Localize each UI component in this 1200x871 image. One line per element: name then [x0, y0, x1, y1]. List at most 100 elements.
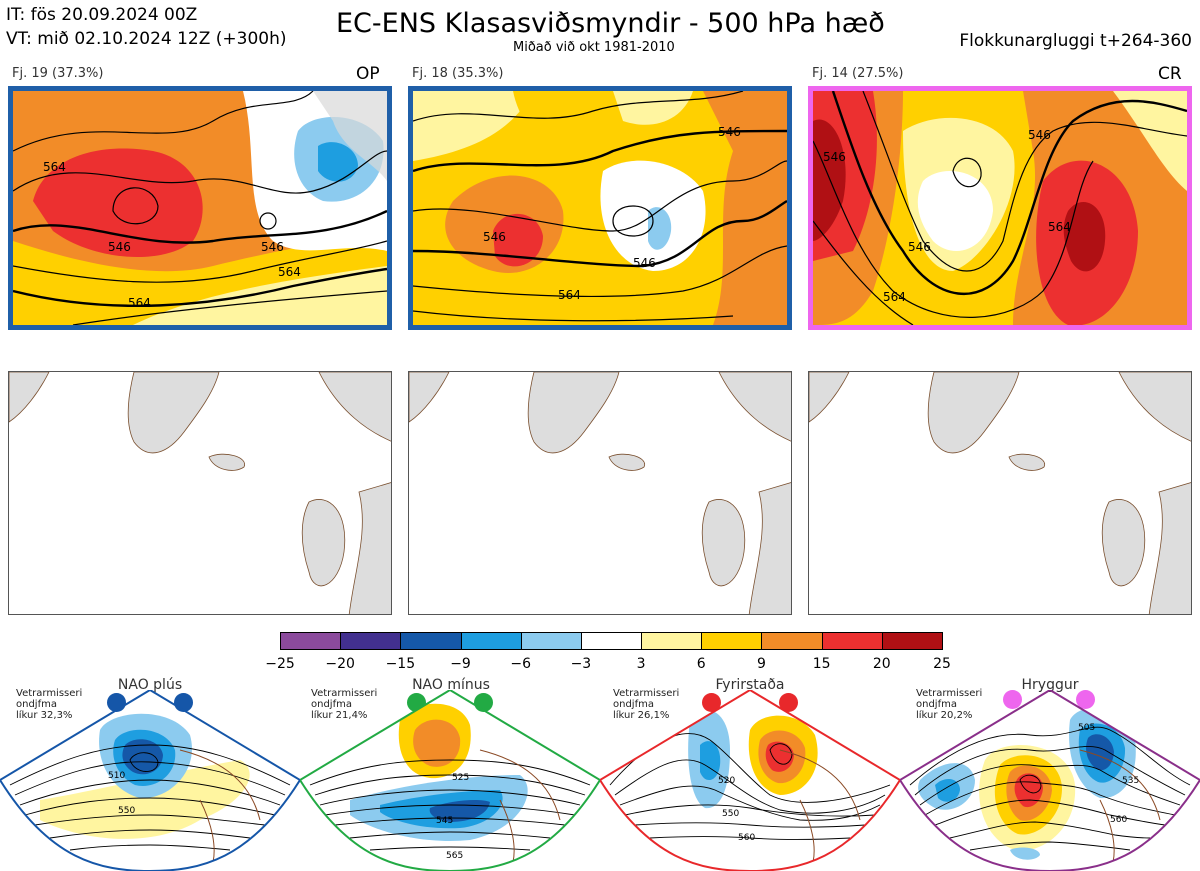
- colorbar-swatch: [881, 632, 943, 650]
- colorbar-tick-label: −3: [570, 656, 592, 672]
- note-line: Vetrarmisseri: [16, 688, 83, 699]
- contour-label: 560: [1110, 815, 1127, 825]
- regime-4-title: Hryggur: [1021, 677, 1079, 693]
- regime-2-note: Vetrarmisseri ondjfma líkur 21,4%: [311, 688, 377, 721]
- panel-1-label: Fj. 19 (37.3%): [12, 66, 104, 81]
- anomaly-field: [33, 148, 203, 258]
- regime-4-marker: [1003, 690, 1022, 709]
- contour-label: 546: [633, 256, 656, 270]
- anomaly-field: [1063, 202, 1106, 272]
- anomaly-field: [613, 91, 693, 125]
- colorbar-tick-label: 20: [872, 656, 891, 672]
- contour-label: 550: [722, 809, 739, 819]
- regime-1-map: 510 550: [0, 690, 300, 871]
- contour-label: 546: [108, 240, 131, 254]
- land: [313, 91, 387, 181]
- panel-2-label: Fj. 18 (35.3%): [412, 66, 504, 81]
- colorbar-tick-label: −20: [325, 656, 355, 672]
- anomaly-field: [813, 119, 846, 241]
- contour-label: 546: [823, 150, 846, 164]
- cluster-map-3-svg: 546 546 546 564 564: [813, 91, 1187, 325]
- regime-3-note: Vetrarmisseri ondjfma líkur 26,1%: [613, 688, 679, 721]
- note-line: Vetrarmisseri: [311, 688, 378, 699]
- coastline-map-2: [409, 372, 791, 614]
- note-line: ondjfma: [311, 699, 352, 710]
- coastline-map-1: [9, 372, 391, 614]
- contour-label: 564: [1048, 220, 1071, 234]
- colorbar-tick-label: −15: [385, 656, 416, 672]
- regime-1-note: Vetrarmisseri ondjfma líkur 32,3%: [16, 688, 82, 721]
- empty-map-1: [8, 371, 392, 615]
- colorbar-swatch: [761, 632, 823, 650]
- colorbar-swatch: [641, 632, 703, 650]
- colorbar-swatch: [340, 632, 402, 650]
- regime-3-marker: [702, 693, 721, 712]
- contour-label: 545: [436, 816, 453, 826]
- colorbar-tick-label: 6: [696, 656, 706, 672]
- regime-2-map: 525 545 565: [300, 690, 600, 871]
- contour-label: 505: [1078, 723, 1095, 733]
- anomaly-field: [318, 142, 358, 182]
- cluster-map-1: 564 546 546 564 564: [8, 86, 392, 330]
- colorbar-tick-label: −9: [450, 656, 471, 672]
- note-line: Vetrarmisseri: [613, 688, 680, 699]
- colorbar-tick-label: −6: [510, 656, 532, 672]
- panel-3-tag: CR: [1158, 64, 1182, 84]
- empty-map-2: [408, 371, 792, 615]
- empty-map-3: [808, 371, 1192, 615]
- regime-4-note: Vetrarmisseri ondjfma líkur 20,2%: [916, 688, 982, 721]
- note-line: líkur 26,1%: [613, 710, 670, 721]
- cluster-map-2-svg: 546 564 546 546: [413, 91, 787, 325]
- contour-label: 564: [558, 288, 581, 302]
- regime-3-map: 520 550 560: [600, 690, 900, 871]
- contour-label: 560: [738, 833, 755, 843]
- contour-label: 550: [118, 806, 135, 816]
- colorbar-tick-label: 25: [933, 656, 951, 672]
- cluster-map-2: 546 564 546 546: [408, 86, 792, 330]
- note-line: Vetrarmisseri: [916, 688, 983, 699]
- note-line: ondjfma: [916, 699, 957, 710]
- anomaly-field: [648, 207, 672, 250]
- contour-label: 564: [278, 265, 301, 279]
- regime-3-marker: [779, 693, 798, 712]
- anomaly-field: [703, 91, 787, 325]
- contour-label: 546: [908, 240, 931, 254]
- anomaly-field: [1113, 91, 1187, 191]
- note-line: ondjfma: [16, 699, 57, 710]
- anomaly-field: [493, 213, 543, 267]
- cluster-map-1-svg: 564 546 546 564 564: [13, 91, 387, 325]
- note-line: ondjfma: [613, 699, 654, 710]
- anomaly-field: [917, 171, 993, 251]
- panel-3-label: Fj. 14 (27.5%): [812, 66, 904, 81]
- panel-1-tag: OP: [356, 64, 380, 84]
- valid-time: VT: mið 02.10.2024 12Z (+300h): [6, 29, 287, 49]
- classification-window: Flokkunargluggi t+264-360: [959, 31, 1192, 51]
- colorbar-swatch: [580, 632, 643, 650]
- contour-label: 525: [452, 773, 469, 783]
- contour-label: 535: [1122, 776, 1139, 786]
- colorbar-tick-label: 9: [756, 656, 766, 672]
- contour-label: 565: [446, 851, 463, 861]
- cluster-map-3: 546 546 546 564 564: [808, 86, 1192, 330]
- colorbar-tick-label: 15: [812, 656, 831, 672]
- contour-label: 546: [1028, 128, 1051, 142]
- coastline-map-3: [809, 372, 1191, 614]
- contour-label: 564: [883, 290, 906, 304]
- contour-label: 564: [128, 296, 151, 310]
- page-title: EC-ENS Klasasviðsmyndir - 500 hPa hæð: [336, 8, 885, 39]
- colorbar-swatch: [520, 632, 582, 650]
- note-line: líkur 32,3%: [16, 710, 73, 721]
- page-subtitle: Miðað við okt 1981-2010: [513, 40, 675, 55]
- colorbar-swatch: [460, 632, 522, 650]
- colorbar-swatch: [280, 632, 342, 650]
- regime-4-map: 505 535 560: [900, 690, 1200, 871]
- note-line: líkur 21,4%: [311, 710, 368, 721]
- contour-label: 546: [718, 125, 741, 139]
- init-time: IT: fös 20.09.2024 00Z: [6, 5, 198, 25]
- colorbar-swatch: [701, 632, 763, 650]
- regime-3-title: Fyrirstaða: [715, 677, 785, 693]
- contour-label: 546: [483, 230, 506, 244]
- regime-2-title: NAO mínus: [412, 677, 490, 693]
- colorbar-swatch: [400, 632, 462, 650]
- contour-label: 564: [43, 160, 66, 174]
